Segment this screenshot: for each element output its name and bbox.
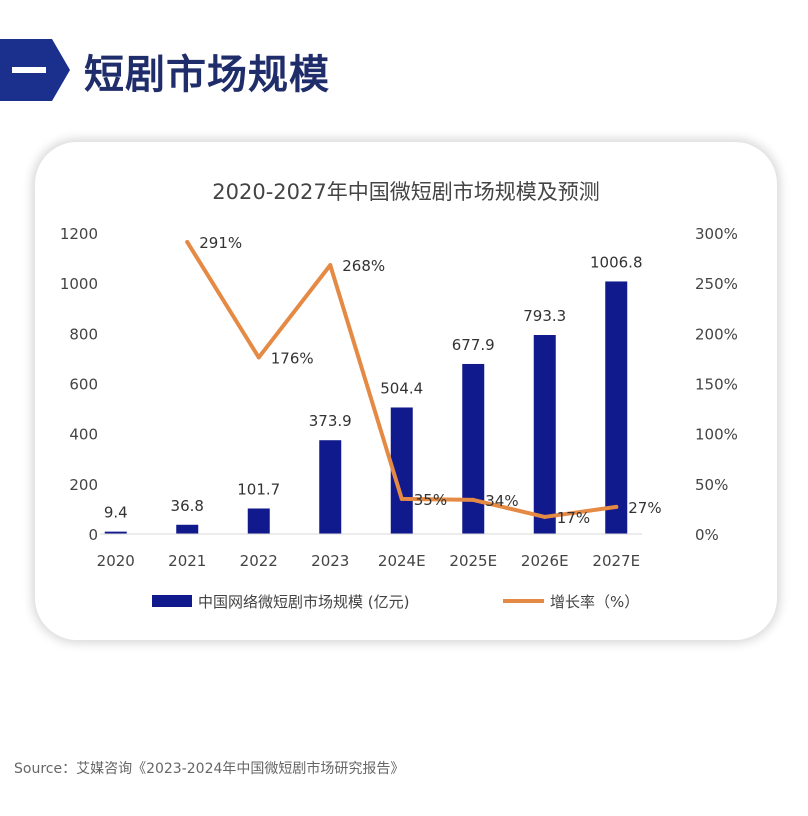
bar <box>462 363 485 534</box>
y-right-tick-label: 50% <box>695 476 728 494</box>
line-data-label: 176% <box>271 349 314 367</box>
y-left-tick-label: 400 <box>69 426 98 444</box>
legend-bar-swatch <box>152 595 192 607</box>
x-tick-label: 2026E <box>521 552 569 570</box>
y-right-tick-label: 200% <box>695 325 738 343</box>
x-tick-label: 2024E <box>378 552 426 570</box>
x-tick-label: 2027E <box>592 552 640 570</box>
bar-data-label: 9.4 <box>104 504 128 522</box>
line-point <box>256 355 261 360</box>
bar-data-label: 1006.8 <box>590 253 643 271</box>
bar-data-label: 677.9 <box>452 336 495 354</box>
line-data-label: 34% <box>485 492 518 510</box>
y-right-tick-label: 0% <box>695 526 719 544</box>
line-point <box>328 263 333 268</box>
bar <box>533 335 556 534</box>
x-tick-label: 2022 <box>240 552 278 570</box>
bar <box>104 531 127 534</box>
y-right-tick-label: 250% <box>695 275 738 293</box>
y-left-tick-label: 600 <box>69 376 98 394</box>
bar-data-label: 36.8 <box>171 497 204 515</box>
line-point <box>614 504 619 509</box>
section-title: 短剧市场规模 <box>84 52 330 98</box>
y-left-tick-label: 800 <box>69 325 98 343</box>
y-left-tick-label: 0 <box>88 526 98 544</box>
bar-data-label: 101.7 <box>237 480 280 498</box>
chart: 2020-2027年中国微短剧市场规模及预测 0 200 400 600 800 1000 1… <box>60 180 738 611</box>
y-left-tick-label: 200 <box>69 476 98 494</box>
bar <box>247 508 270 534</box>
section-number-badge <box>0 39 70 101</box>
x-tick-label: 2025E <box>449 552 497 570</box>
bar <box>390 407 413 534</box>
x-tick-label: 2021 <box>168 552 206 570</box>
legend-bar-label: 中国网络微短剧市场规模 (亿元) <box>198 593 409 611</box>
line-point <box>542 514 547 519</box>
bar-data-label: 793.3 <box>523 307 566 325</box>
line-data-label: 27% <box>628 499 661 517</box>
y-left-tick-label: 1000 <box>60 275 98 293</box>
x-tick-label: 2020 <box>97 552 135 570</box>
line-point <box>185 240 190 245</box>
bar-data-label: 373.9 <box>309 412 352 430</box>
chart-card: 2020-2027年中国微短剧市场规模及预测 0 200 400 600 800 1000 1… <box>35 142 777 640</box>
y-left-tick-label: 1200 <box>60 225 98 243</box>
line-data-label: 17% <box>557 509 590 527</box>
line-data-label: 291% <box>199 234 242 252</box>
line-point <box>399 496 404 501</box>
bar <box>605 281 628 534</box>
bar-data-label: 504.4 <box>380 379 423 397</box>
x-tick-label: 2023 <box>311 552 349 570</box>
line-data-label: 35% <box>414 491 447 509</box>
legend-line-label: 增长率（%） <box>550 593 639 611</box>
source-note: Source：艾媒咨询《2023-2024年中国微短剧市场研究报告》 <box>14 761 405 777</box>
chart-title: 2020-2027年中国微短剧市场规模及预测 <box>212 180 599 204</box>
y-right-tick-label: 300% <box>695 225 738 243</box>
y-right-tick-label: 150% <box>695 376 738 394</box>
bar <box>319 440 342 534</box>
line-point <box>471 497 476 502</box>
line-data-label: 268% <box>342 257 385 275</box>
y-right-tick-label: 100% <box>695 426 738 444</box>
bar <box>176 524 199 534</box>
